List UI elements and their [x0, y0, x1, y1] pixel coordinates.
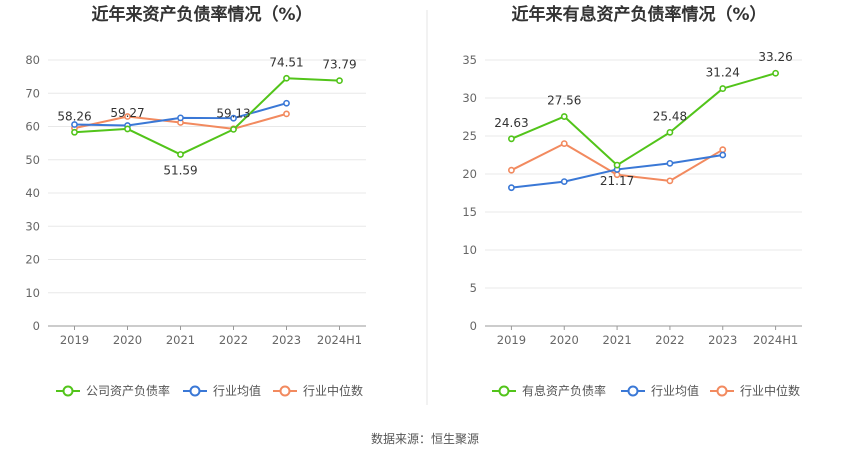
y-tick-label: 20 [462, 167, 477, 181]
data-label: 59.27 [110, 106, 144, 120]
y-tick-label: 10 [25, 286, 40, 300]
x-tick-label: 2021 [602, 333, 631, 347]
y-tick-label: 60 [25, 120, 40, 134]
x-tick-label: 2021 [166, 333, 195, 347]
y-tick-label: 0 [470, 319, 477, 333]
data-point [230, 125, 237, 133]
legend-marker [189, 385, 201, 397]
data-point [230, 114, 237, 122]
data-point [772, 69, 779, 77]
data-label: 31.24 [706, 66, 740, 80]
data-source: 数据来源：恒生聚源 [371, 431, 479, 446]
y-tick-label: 0 [33, 319, 40, 333]
y-tick-label: 35 [462, 53, 477, 67]
legend-label: 公司资产负债率 [86, 383, 170, 398]
y-tick-label: 50 [25, 153, 40, 167]
data-point [613, 161, 621, 169]
chart-title: 近年来有息资产负债率情况（%） [511, 4, 766, 25]
data-label: 73.79 [322, 58, 356, 72]
legend-label: 行业均值 [213, 383, 261, 398]
data-point [124, 125, 131, 133]
data-label: 21.17 [600, 174, 634, 188]
x-tick-label: 2024H1 [317, 333, 362, 347]
series-line [511, 72, 776, 167]
data-point [508, 184, 515, 192]
data-point [508, 135, 515, 143]
x-tick-label: 2022 [655, 333, 684, 347]
legend-marker [279, 385, 291, 397]
data-point [124, 113, 131, 120]
legend-label: 行业均值 [651, 383, 699, 398]
data-point [560, 140, 568, 147]
data-point [283, 74, 290, 82]
x-tick-label: 2022 [219, 333, 248, 347]
data-point [177, 114, 184, 122]
data-label: 25.48 [653, 109, 687, 123]
debt-ratio-chart: 近年来资产负债率情况（%） 0 10 20 30 40 50 60 70 80 2019 2020 20… [25, 4, 366, 398]
data-point [719, 146, 727, 154]
legend-marker [627, 385, 639, 397]
y-tick-label: 30 [462, 91, 477, 105]
data-point [666, 159, 674, 167]
legend-marker [498, 385, 510, 397]
x-tick-label: 2019 [497, 333, 526, 347]
y-tick-label: 10 [462, 243, 477, 257]
data-point [283, 110, 290, 118]
y-tick-label: 30 [25, 219, 40, 233]
data-label: 24.63 [494, 116, 528, 130]
x-tick-label: 2023 [708, 333, 737, 347]
data-point [71, 121, 78, 128]
data-point [666, 177, 674, 185]
x-tick-label: 2020 [550, 333, 579, 347]
y-tick-label: 80 [25, 53, 40, 67]
data-point [719, 151, 727, 159]
legend-marker [62, 385, 74, 397]
legend-label: 行业中位数 [740, 383, 800, 398]
data-label: 51.59 [163, 163, 197, 177]
data-point [336, 77, 343, 85]
x-tick-label: 2020 [113, 333, 142, 347]
data-point [560, 113, 568, 120]
data-label: 74.51 [269, 55, 303, 69]
data-point [666, 128, 674, 136]
data-point [508, 166, 515, 174]
x-tick-label: 2023 [272, 333, 301, 347]
y-tick-label: 25 [462, 129, 477, 143]
data-label: 59.13 [216, 106, 250, 120]
legend-marker [716, 385, 728, 397]
interest-bearing-debt-ratio-chart: 近年来有息资产负债率情况（%） 0 5 10 15 20 25 30 35 2019 2020 202… [462, 4, 802, 398]
legend-label: 行业中位数 [303, 383, 363, 398]
y-tick-label: 40 [25, 186, 40, 200]
y-tick-label: 5 [470, 281, 477, 295]
data-point [283, 99, 290, 107]
y-tick-label: 20 [25, 253, 40, 267]
data-point [71, 128, 78, 136]
data-label: 27.56 [547, 94, 581, 108]
data-point [560, 178, 568, 185]
data-point [719, 85, 727, 92]
data-label: 33.26 [758, 50, 792, 64]
data-label: 58.26 [57, 109, 91, 123]
y-tick-label: 70 [25, 86, 40, 100]
data-point [177, 151, 184, 158]
x-tick-label: 2024H1 [753, 333, 798, 347]
x-tick-label: 2019 [60, 333, 89, 347]
chart-title: 近年来资产负债率情况（%） [91, 4, 312, 25]
y-tick-label: 15 [462, 205, 477, 219]
legend-label: 有息资产负债率 [522, 383, 606, 398]
series-line [74, 77, 340, 156]
